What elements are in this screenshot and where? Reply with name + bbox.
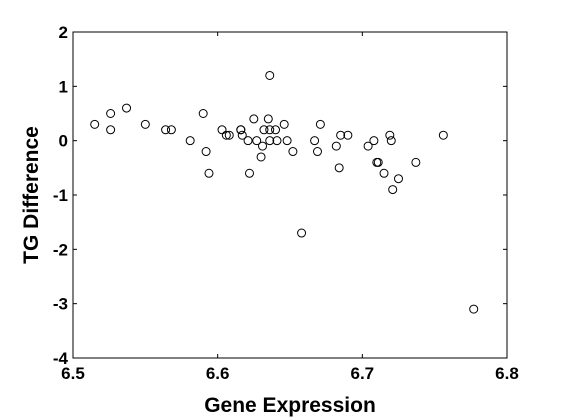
data-point xyxy=(369,136,379,146)
data-point xyxy=(438,130,448,140)
data-point xyxy=(263,114,273,124)
x-tick-label: 6.7 xyxy=(351,364,375,383)
data-point xyxy=(265,125,275,135)
data-point xyxy=(185,136,195,146)
data-point xyxy=(315,119,325,129)
data-point xyxy=(106,125,116,135)
data-point xyxy=(288,147,298,157)
data-point xyxy=(161,125,171,135)
data-point xyxy=(258,141,268,151)
data-point xyxy=(282,136,292,146)
data-point xyxy=(394,174,403,184)
x-tick-label: 6.6 xyxy=(206,364,230,383)
data-point xyxy=(249,114,259,124)
data-point xyxy=(272,136,282,146)
data-point xyxy=(265,136,275,146)
data-point xyxy=(224,130,234,140)
data-point xyxy=(331,141,341,151)
y-tick-label: 0 xyxy=(59,132,68,151)
y-axis: 2 1 0 -1 -2 -3 -4 xyxy=(53,23,507,368)
data-point xyxy=(373,157,383,167)
data-point xyxy=(271,125,281,135)
data-point xyxy=(166,125,176,135)
data-point xyxy=(297,228,307,238)
data-point xyxy=(256,152,266,162)
data-point xyxy=(312,147,322,157)
x-axis: 6.5 6.6 6.7 6.8 xyxy=(61,32,519,383)
plot-area xyxy=(72,31,508,359)
y-tick-label: 2 xyxy=(59,23,68,42)
data-point xyxy=(198,109,208,118)
data-point xyxy=(259,125,269,135)
data-point xyxy=(217,125,227,135)
data-point xyxy=(411,157,421,167)
data-point xyxy=(244,168,254,178)
data-point xyxy=(236,125,246,135)
data-point xyxy=(336,130,346,140)
y-tick-label: -3 xyxy=(53,295,68,314)
data-point xyxy=(343,130,353,140)
y-axis-label: TG Difference xyxy=(20,126,43,264)
data-point xyxy=(140,119,150,129)
data-point xyxy=(388,185,398,195)
x-axis-label: Gene Expression xyxy=(204,394,376,417)
data-point xyxy=(122,103,132,113)
data-point xyxy=(334,163,344,173)
data-point xyxy=(106,109,116,118)
data-point xyxy=(221,130,231,140)
data-point xyxy=(469,304,479,314)
y-tick-label: 1 xyxy=(59,77,68,96)
data-point xyxy=(386,136,396,146)
y-tick-label: -4 xyxy=(53,349,69,368)
data-point xyxy=(279,119,289,129)
data-point xyxy=(204,168,214,178)
data-point xyxy=(90,119,100,129)
y-tick-label: -1 xyxy=(53,186,68,205)
data-point xyxy=(265,70,275,80)
data-point xyxy=(237,130,247,140)
data-point xyxy=(385,130,395,140)
data-point xyxy=(310,136,320,146)
y-tick-label: -2 xyxy=(53,240,68,259)
data-point xyxy=(243,136,253,146)
data-point xyxy=(379,168,389,178)
data-point xyxy=(201,147,211,157)
x-tick-label: 6.5 xyxy=(61,364,85,383)
data-points xyxy=(90,70,479,314)
data-point xyxy=(252,136,262,146)
x-tick-label: 6.8 xyxy=(495,364,519,383)
data-point xyxy=(363,141,373,151)
